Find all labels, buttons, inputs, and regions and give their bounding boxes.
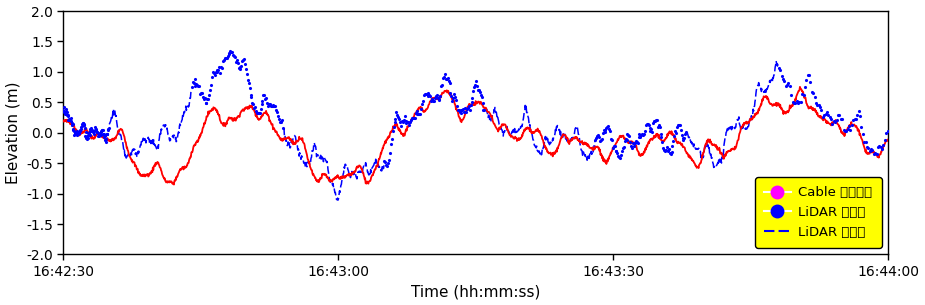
X-axis label: Time (hh:mm:ss): Time (hh:mm:ss): [412, 285, 540, 300]
Legend: Cable 파고관측, LiDAR 관측점, LiDAR 미관측: Cable 파고관측, LiDAR 관측점, LiDAR 미관측: [755, 177, 882, 248]
Y-axis label: Elevation (m): Elevation (m): [6, 81, 20, 184]
